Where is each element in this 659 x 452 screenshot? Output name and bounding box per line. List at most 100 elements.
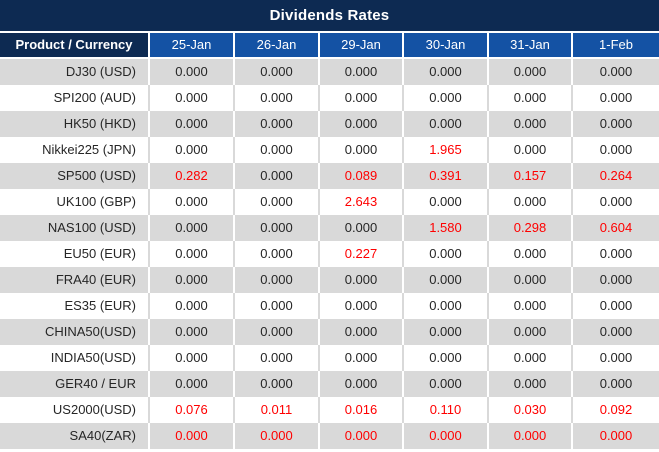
rate-value-cell: 0.000	[402, 59, 487, 85]
table-row: HK50 (HKD) 0.000 0.000 0.000 0.000 0.000 0.000	[0, 111, 659, 137]
rate-value-cell: 0.000	[148, 345, 233, 371]
rate-value-cell: 0.076	[148, 397, 233, 423]
page-title: Dividends Rates	[0, 0, 659, 31]
rate-value-cell: 0.000	[571, 111, 659, 137]
rate-value-cell: 0.000	[318, 111, 402, 137]
rate-value-cell: 0.000	[571, 267, 659, 293]
rate-value-cell: 0.000	[571, 85, 659, 111]
rate-value-cell: 0.000	[318, 137, 402, 163]
product-name-cell: ES35 (EUR)	[0, 293, 148, 319]
rate-value-cell: 0.000	[318, 293, 402, 319]
rate-value-cell: 0.000	[487, 267, 571, 293]
rate-value-cell: 0.000	[571, 59, 659, 85]
rate-value-cell: 0.000	[148, 59, 233, 85]
table-row: SP500 (USD) 0.282 0.000 0.089 0.391 0.157 0.26…	[0, 163, 659, 189]
table-row: SA40(ZAR) 0.000 0.000 0.000 0.000 0.000 0.000	[0, 423, 659, 449]
rate-value-cell: 0.000	[402, 423, 487, 449]
product-name-cell: SA40(ZAR)	[0, 423, 148, 449]
rate-value-cell: 0.000	[233, 371, 318, 397]
table-row: SPI200 (AUD) 0.000 0.000 0.000 0.000 0.000 0.0…	[0, 85, 659, 111]
rate-value-cell: 0.000	[148, 267, 233, 293]
rate-value-cell: 0.000	[148, 189, 233, 215]
product-name-cell: GER40 / EUR	[0, 371, 148, 397]
rate-value-cell: 0.011	[233, 397, 318, 423]
rate-value-cell: 0.000	[571, 371, 659, 397]
product-name-cell: HK50 (HKD)	[0, 111, 148, 137]
rate-value-cell: 0.000	[402, 189, 487, 215]
product-name-cell: NAS100 (USD)	[0, 215, 148, 241]
rate-value-cell: 0.000	[487, 423, 571, 449]
rate-value-cell: 0.000	[402, 293, 487, 319]
rate-value-cell: 0.000	[233, 345, 318, 371]
column-header-product-currency: Product / Currency	[0, 33, 148, 59]
rate-value-cell: 0.000	[318, 371, 402, 397]
column-header-date-1-feb: 1-Feb	[571, 33, 659, 59]
table-row: INDIA50(USD) 0.000 0.000 0.000 0.000 0.000 0.0…	[0, 345, 659, 371]
rate-value-cell: 0.391	[402, 163, 487, 189]
rate-value-cell: 2.643	[318, 189, 402, 215]
rate-value-cell: 0.000	[233, 267, 318, 293]
rate-value-cell: 0.000	[487, 241, 571, 267]
rate-value-cell: 0.000	[318, 423, 402, 449]
rate-value-cell: 0.089	[318, 163, 402, 189]
rate-value-cell: 0.000	[148, 423, 233, 449]
rate-value-cell: 0.000	[571, 345, 659, 371]
rate-value-cell: 0.000	[233, 163, 318, 189]
product-name-cell: SP500 (USD)	[0, 163, 148, 189]
product-name-cell: EU50 (EUR)	[0, 241, 148, 267]
rate-value-cell: 0.016	[318, 397, 402, 423]
rate-value-cell: 0.000	[148, 85, 233, 111]
table-row: Nikkei225 (JPN) 0.000 0.000 0.000 1.965 0.000…	[0, 137, 659, 163]
rate-value-cell: 0.000	[487, 85, 571, 111]
table-row: DJ30 (USD) 0.000 0.000 0.000 0.000 0.000 0.000	[0, 59, 659, 85]
rate-value-cell: 0.000	[487, 137, 571, 163]
table-row: FRA40 (EUR) 0.000 0.000 0.000 0.000 0.000 0.00…	[0, 267, 659, 293]
rate-value-cell: 0.000	[487, 111, 571, 137]
rate-value-cell: 0.000	[487, 345, 571, 371]
rate-value-cell: 0.000	[402, 241, 487, 267]
column-header-date-29-jan: 29-Jan	[318, 33, 402, 59]
rate-value-cell: 0.000	[402, 319, 487, 345]
product-name-cell: UK100 (GBP)	[0, 189, 148, 215]
product-name-cell: SPI200 (AUD)	[0, 85, 148, 111]
rate-value-cell: 0.000	[233, 423, 318, 449]
rate-value-cell: 1.580	[402, 215, 487, 241]
rate-value-cell: 0.000	[148, 319, 233, 345]
rate-value-cell: 0.000	[318, 345, 402, 371]
table-row: ES35 (EUR) 0.000 0.000 0.000 0.000 0.000 0.000	[0, 293, 659, 319]
rate-value-cell: 0.000	[148, 293, 233, 319]
product-name-cell: DJ30 (USD)	[0, 59, 148, 85]
rate-value-cell: 0.157	[487, 163, 571, 189]
rate-value-cell: 0.298	[487, 215, 571, 241]
product-name-cell: CHINA50(USD)	[0, 319, 148, 345]
rate-value-cell: 0.000	[487, 293, 571, 319]
product-name-cell: INDIA50(USD)	[0, 345, 148, 371]
rate-value-cell: 0.000	[148, 371, 233, 397]
rate-value-cell: 0.000	[402, 371, 487, 397]
table-row: CHINA50(USD) 0.000 0.000 0.000 0.000 0.000 0.0…	[0, 319, 659, 345]
rate-value-cell: 0.227	[318, 241, 402, 267]
rate-value-cell: 0.604	[571, 215, 659, 241]
rate-value-cell: 0.000	[402, 85, 487, 111]
rate-value-cell: 0.000	[148, 215, 233, 241]
rate-value-cell: 0.000	[402, 345, 487, 371]
table-row: EU50 (EUR) 0.000 0.000 0.227 0.000 0.000 0.000	[0, 241, 659, 267]
rate-value-cell: 0.000	[571, 293, 659, 319]
rate-value-cell: 0.000	[402, 111, 487, 137]
table-row: GER40 / EUR 0.000 0.000 0.000 0.000 0.000 0.00…	[0, 371, 659, 397]
rate-value-cell: 0.000	[571, 137, 659, 163]
header-row: Product / Currency 25-Jan 26-Jan 29-Jan 30-…	[0, 33, 659, 59]
rate-value-cell: 1.965	[402, 137, 487, 163]
rate-value-cell: 0.000	[571, 319, 659, 345]
rate-value-cell: 0.000	[233, 293, 318, 319]
rate-value-cell: 0.282	[148, 163, 233, 189]
rate-value-cell: 0.000	[487, 189, 571, 215]
rate-value-cell: 0.000	[487, 371, 571, 397]
column-header-date-26-jan: 26-Jan	[233, 33, 318, 59]
rate-value-cell: 0.000	[487, 319, 571, 345]
rate-value-cell: 0.000	[571, 241, 659, 267]
rate-value-cell: 0.000	[571, 423, 659, 449]
product-name-cell: Nikkei225 (JPN)	[0, 137, 148, 163]
rate-value-cell: 0.000	[402, 267, 487, 293]
